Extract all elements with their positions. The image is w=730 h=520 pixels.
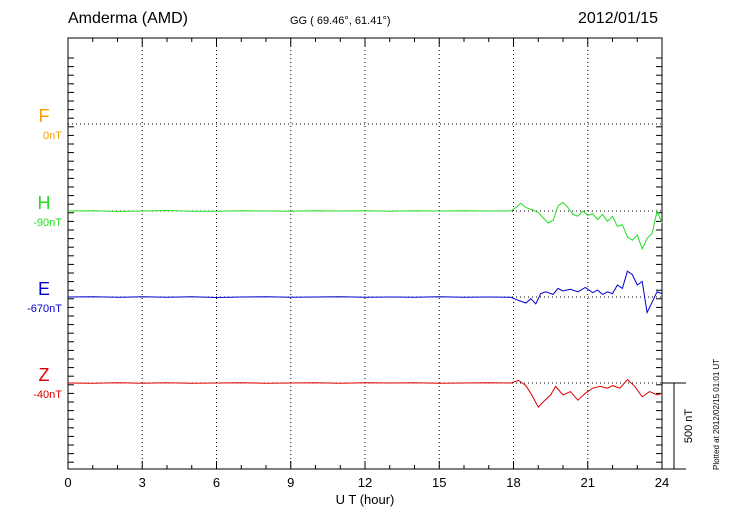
x-tick-label: 24 bbox=[655, 475, 669, 490]
x-tick-label: 3 bbox=[139, 475, 146, 490]
x-tick-label: 15 bbox=[432, 475, 446, 490]
series-baseline-z: -40nT bbox=[33, 389, 62, 401]
series-line-z bbox=[67, 378, 663, 408]
coordinates-label: GG ( 69.46°, 61.41°) bbox=[290, 15, 391, 27]
scale-bar: 500 nT bbox=[662, 382, 695, 470]
series-name-f: F bbox=[39, 106, 50, 126]
series-baseline-f: 0nT bbox=[43, 130, 62, 142]
x-tick-label: 18 bbox=[506, 475, 520, 490]
series-name-e: E bbox=[38, 279, 50, 299]
series-name-h: H bbox=[38, 193, 51, 213]
x-tick-label: 12 bbox=[358, 475, 372, 490]
series-baseline-h: -90nT bbox=[33, 217, 62, 229]
x-axis-label: U T (hour) bbox=[336, 492, 395, 507]
x-tick-label: 6 bbox=[213, 475, 220, 490]
series-line-e bbox=[67, 270, 663, 315]
x-tick-label: 0 bbox=[64, 475, 71, 490]
x-tick-label: 21 bbox=[581, 475, 595, 490]
station-title: Amderma (AMD) bbox=[68, 10, 189, 27]
series-baseline-e: -670nT bbox=[27, 303, 62, 315]
series-line-h bbox=[67, 201, 663, 251]
series-name-z: Z bbox=[39, 365, 50, 385]
x-tick-label: 9 bbox=[287, 475, 294, 490]
scale-bar-label: 500 nT bbox=[683, 409, 695, 444]
date-label: 2012/01/15 bbox=[578, 10, 659, 27]
